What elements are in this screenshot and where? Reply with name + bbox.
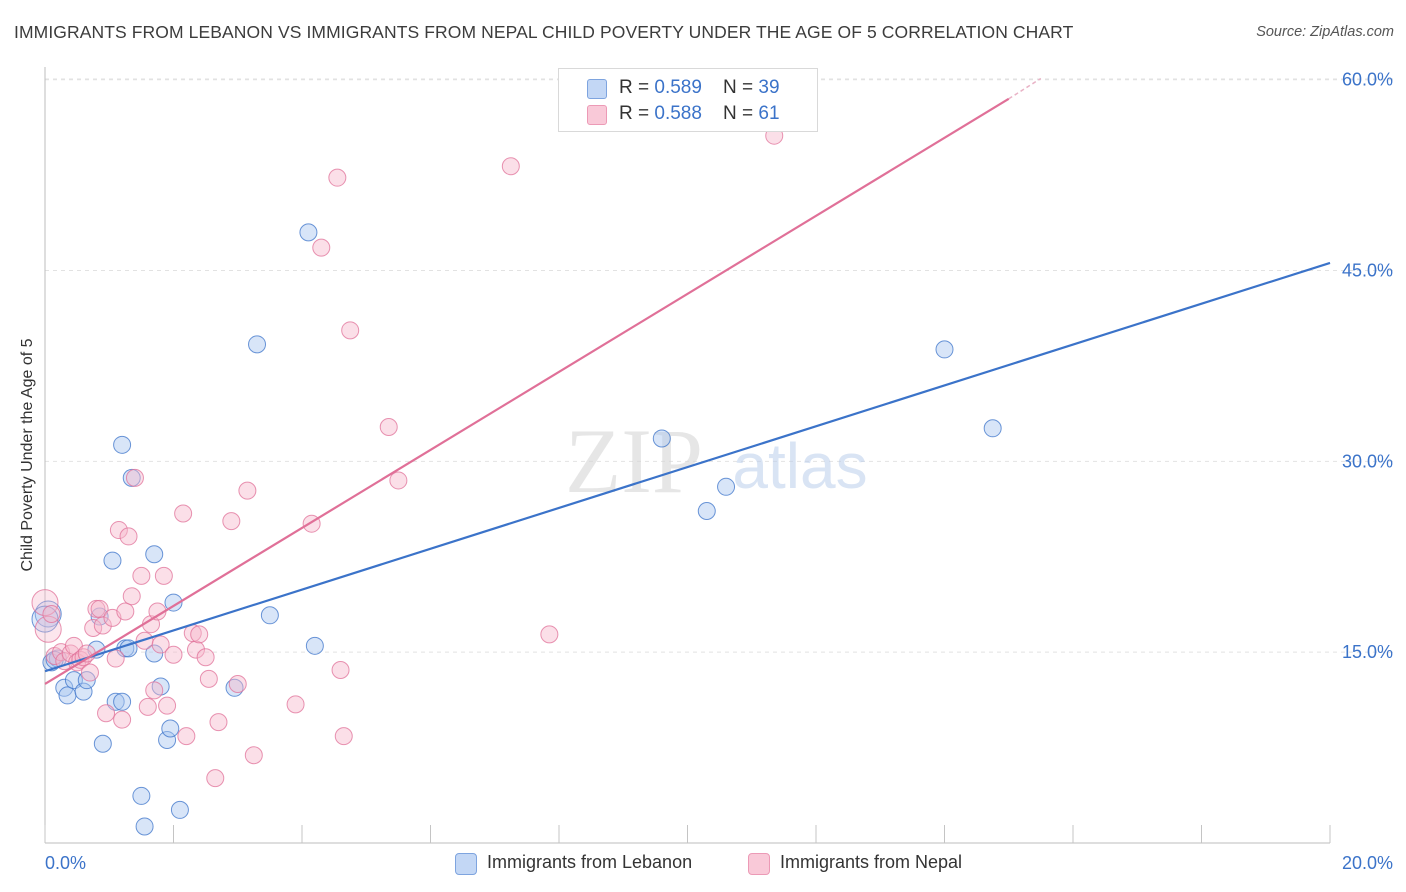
point-nepal bbox=[328, 168, 347, 187]
point-lebanon bbox=[260, 606, 279, 625]
point-nepal bbox=[164, 645, 183, 664]
point-lebanon bbox=[145, 545, 164, 564]
point-lebanon bbox=[34, 600, 62, 628]
point-lebanon bbox=[248, 335, 267, 354]
point-nepal bbox=[174, 504, 193, 523]
point-nepal bbox=[151, 635, 170, 654]
point-nepal bbox=[119, 527, 138, 546]
point-lebanon bbox=[161, 719, 180, 738]
point-lebanon bbox=[145, 644, 164, 663]
point-nepal bbox=[106, 649, 125, 668]
point-lebanon bbox=[935, 340, 954, 359]
point-nepal bbox=[228, 674, 247, 693]
point-nepal bbox=[34, 615, 62, 643]
point-nepal bbox=[199, 669, 218, 688]
point-nepal bbox=[312, 238, 331, 257]
point-nepal bbox=[132, 566, 151, 585]
source-label: Source: ZipAtlas.com bbox=[1256, 24, 1394, 40]
point-lebanon bbox=[58, 686, 77, 705]
point-nepal bbox=[138, 697, 157, 716]
bottom-legend-swatch-lebanon bbox=[455, 853, 477, 875]
point-nepal bbox=[196, 648, 215, 667]
watermark: ZIP atlas bbox=[565, 410, 868, 512]
point-lebanon bbox=[103, 551, 122, 570]
point-lebanon bbox=[164, 593, 183, 612]
legend-r-label: R = bbox=[619, 103, 655, 124]
point-nepal bbox=[125, 468, 144, 487]
point-lebanon bbox=[113, 435, 132, 454]
point-nepal bbox=[42, 605, 61, 624]
point-nepal bbox=[116, 602, 135, 621]
point-lebanon bbox=[983, 419, 1002, 438]
point-lebanon bbox=[299, 223, 318, 242]
point-nepal bbox=[206, 769, 225, 788]
legend: R = 0.589 N = 39 R = 0.588 N = 61 bbox=[558, 68, 818, 132]
point-nepal bbox=[154, 566, 173, 585]
y-tick-label: 60.0% bbox=[1342, 70, 1393, 90]
y-tick-label: 30.0% bbox=[1342, 451, 1393, 471]
point-lebanon bbox=[113, 692, 132, 711]
point-nepal bbox=[389, 471, 408, 490]
bottom-legend-label-lebanon: Immigrants from Lebanon bbox=[487, 852, 693, 872]
point-lebanon bbox=[170, 800, 189, 819]
x-tick-label-max: 20.0% bbox=[1342, 853, 1393, 873]
trend-line-nepal-extension bbox=[1008, 77, 1042, 100]
point-nepal bbox=[379, 418, 398, 437]
point-nepal bbox=[501, 157, 520, 176]
point-nepal bbox=[244, 746, 263, 765]
legend-n-value-lebanon: 39 bbox=[758, 77, 780, 98]
point-nepal bbox=[122, 587, 141, 606]
point-nepal bbox=[341, 321, 360, 340]
legend-n-label: N = bbox=[723, 77, 759, 98]
grid-layer bbox=[44, 67, 1395, 844]
trend-line-lebanon bbox=[44, 261, 1331, 673]
y-tick-label: 45.0% bbox=[1342, 261, 1393, 281]
point-lebanon bbox=[74, 682, 93, 701]
bottom-legend-label-nepal: Immigrants from Nepal bbox=[780, 852, 963, 872]
point-nepal bbox=[222, 512, 241, 531]
point-nepal bbox=[334, 727, 353, 746]
point-nepal bbox=[331, 660, 350, 679]
point-nepal bbox=[80, 663, 99, 682]
point-nepal bbox=[113, 710, 132, 729]
point-lebanon bbox=[305, 636, 324, 655]
point-nepal bbox=[158, 696, 177, 715]
point-lebanon bbox=[158, 730, 177, 749]
legend-r-value-lebanon: 0.589 bbox=[654, 77, 702, 98]
point-nepal bbox=[286, 695, 305, 714]
point-lebanon bbox=[132, 786, 151, 805]
point-lebanon bbox=[717, 477, 736, 496]
x-tick-label-min: 0.0% bbox=[45, 853, 86, 873]
point-nepal bbox=[177, 727, 196, 746]
point-nepal bbox=[31, 589, 59, 617]
trend-layer bbox=[44, 77, 1331, 685]
legend-r-label: R = bbox=[619, 77, 655, 98]
point-lebanon bbox=[697, 501, 716, 520]
legend-swatch-lebanon bbox=[587, 79, 607, 99]
point-nepal bbox=[93, 616, 112, 635]
chart-title: IMMIGRANTS FROM LEBANON VS IMMIGRANTS FR… bbox=[14, 22, 1074, 42]
legend-n-value-nepal: 61 bbox=[758, 103, 780, 124]
point-nepal bbox=[145, 681, 164, 700]
watermark-atlas: atlas bbox=[732, 430, 867, 502]
watermark-zip: ZIP bbox=[565, 410, 703, 512]
point-nepal bbox=[209, 713, 228, 732]
bottom-legend-swatch-nepal bbox=[748, 853, 770, 875]
y-tick-label: 15.0% bbox=[1342, 642, 1393, 662]
point-lebanon bbox=[135, 817, 154, 836]
point-nepal bbox=[190, 625, 209, 644]
legend-r-value-nepal: 0.588 bbox=[654, 103, 702, 124]
point-nepal bbox=[109, 521, 128, 540]
trend-line-nepal bbox=[44, 97, 1010, 685]
legend-swatch-nepal bbox=[587, 105, 607, 125]
legend-n-label: N = bbox=[723, 103, 759, 124]
point-nepal bbox=[238, 481, 257, 500]
point-lebanon bbox=[93, 734, 112, 753]
point-nepal bbox=[186, 640, 205, 659]
point-nepal bbox=[540, 625, 559, 644]
point-nepal bbox=[97, 704, 116, 723]
tick-layer: 15.0% 30.0% 45.0% 60.0% 0.0% 20.0% bbox=[45, 70, 1393, 873]
point-lebanon bbox=[652, 429, 671, 448]
